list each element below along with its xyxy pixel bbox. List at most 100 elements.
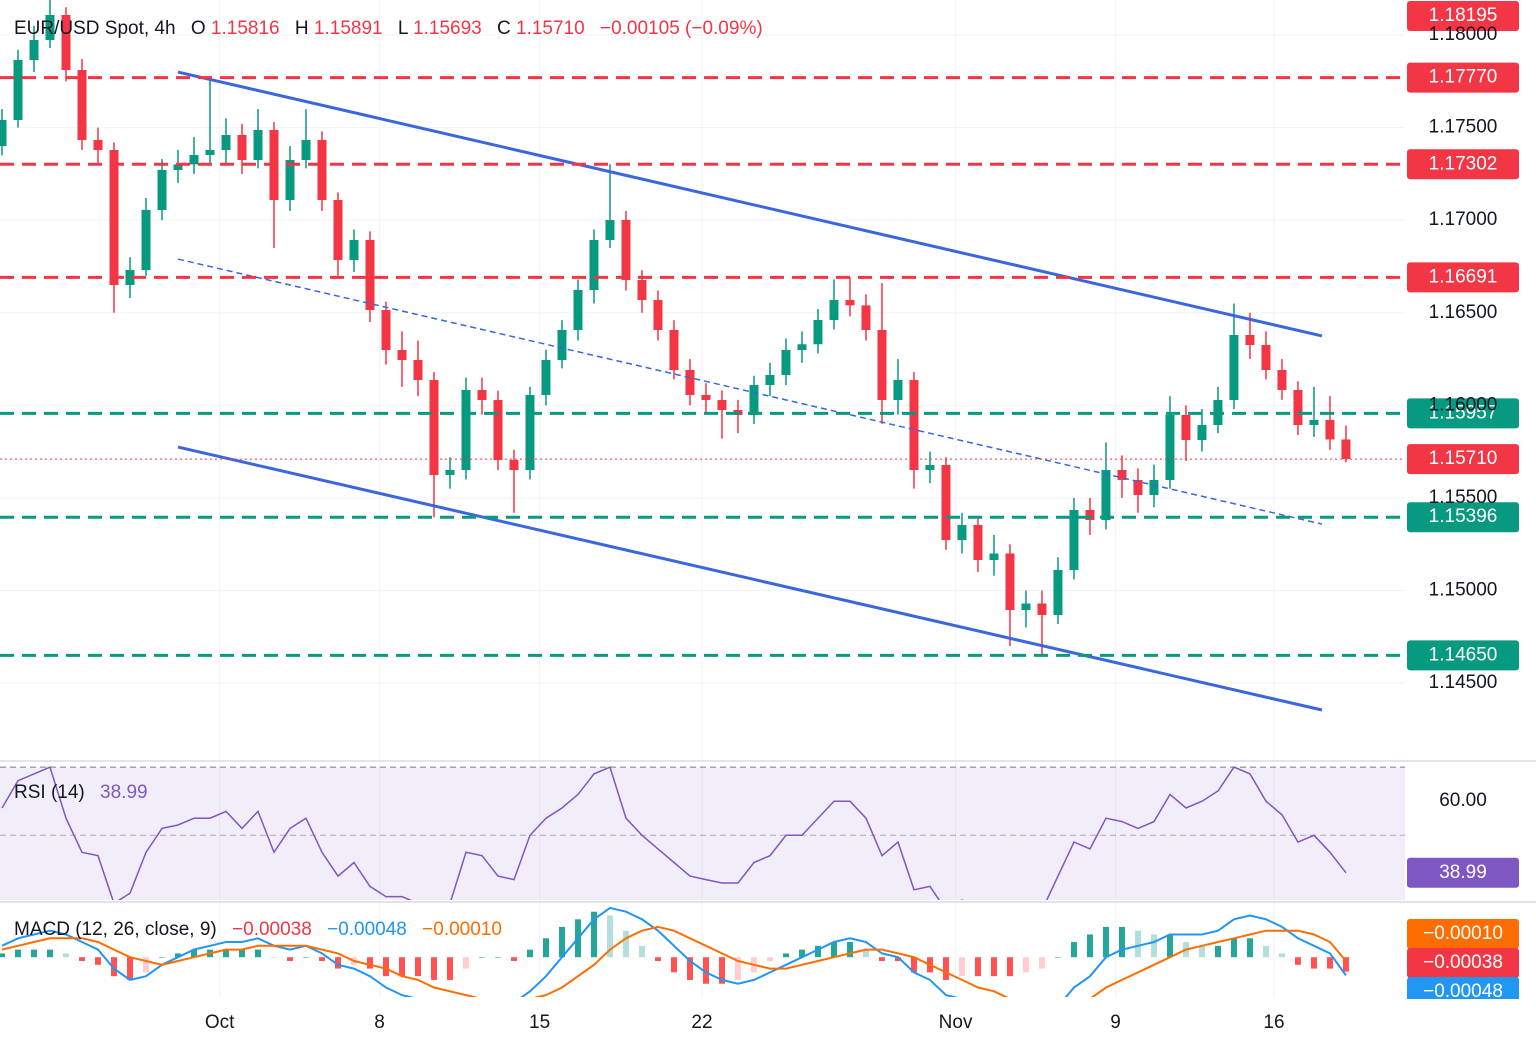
ohlc-name: L [398, 18, 408, 39]
macd-histogram-bar [1022, 957, 1029, 973]
macd-hist-value: −0.00038 [232, 919, 312, 940]
candle-body [813, 320, 823, 345]
macd-histogram-bar [366, 957, 373, 969]
candle-body [253, 130, 263, 160]
candle-body [109, 150, 119, 285]
macd-histogram-bar [830, 942, 837, 958]
candle-body [429, 380, 439, 475]
macd-histogram-bar [510, 957, 517, 961]
candle-body [589, 240, 599, 290]
macd-histogram-bar [398, 957, 405, 977]
macd-histogram-bar [526, 949, 533, 958]
rsi-line [1, 766, 1347, 900]
macd-histogram-bar [238, 949, 245, 958]
macd-pane [0, 903, 1349, 997]
price-pane [0, 0, 1405, 760]
macd-histogram-bar [190, 949, 197, 958]
ohlc-name: H [295, 18, 309, 39]
macd-histogram-bar [78, 957, 85, 961]
rsi-pane [0, 762, 1405, 900]
macd-histogram-bar [270, 957, 277, 958]
candle-body [461, 390, 471, 470]
macd-histogram-bar [1214, 945, 1221, 958]
candle-body [989, 553, 999, 560]
level-label: 1.18195 [1429, 5, 1498, 26]
rsi-value: 38.99 [100, 782, 148, 803]
level-label: 1.15710 [1429, 448, 1498, 469]
candle-body [845, 300, 855, 306]
signal-line [1, 925, 1347, 997]
macd-histogram-bar [142, 957, 149, 973]
candle-body [685, 370, 695, 395]
candle-body [1197, 425, 1207, 440]
candle-body [925, 465, 935, 470]
candle-body [973, 525, 983, 560]
macd-histogram-bar [878, 957, 885, 961]
macd-histogram-bar [1198, 945, 1205, 958]
candle-body [1229, 335, 1239, 400]
level-label-box [1407, 149, 1519, 180]
y-tick-label: 1.18000 [1429, 24, 1498, 45]
macd-histogram-bar [782, 953, 789, 958]
candle-body [1293, 390, 1303, 425]
macd-histogram-bar [222, 949, 229, 958]
candle-body [669, 330, 679, 370]
macd-histogram-bar [1006, 957, 1013, 977]
trend-line [177, 258, 1323, 525]
macd-histogram-bar [494, 957, 501, 958]
ohlc-value: 1.15710 [516, 18, 585, 39]
trend-line [177, 445, 1323, 712]
macd-histogram-bar [606, 915, 613, 958]
candle-body [605, 220, 615, 240]
candle-body [1165, 415, 1175, 480]
x-tick-label: 9 [1110, 1012, 1121, 1033]
y-tick-label: 60.00 [1439, 790, 1487, 811]
macd-label: −0.00048 [1423, 981, 1503, 1002]
candle-body [1261, 345, 1271, 370]
candle-body [781, 350, 791, 375]
candle-body [877, 330, 887, 400]
level-label-box [1407, 502, 1519, 533]
candle-body [701, 395, 711, 400]
macd-histogram-bar [1166, 934, 1173, 958]
candle-body [493, 400, 503, 460]
macd-histogram-bar [94, 957, 101, 965]
macd-histogram-bar [910, 957, 917, 973]
level-label-box [1407, 444, 1519, 475]
macd-histogram-bar [942, 957, 949, 980]
macd-histogram-bar [1054, 957, 1061, 958]
rsi-label-box [1407, 857, 1519, 888]
macd-histogram-bar [1070, 942, 1077, 958]
candle-body [349, 240, 359, 260]
macd-histogram-bar [1326, 957, 1333, 969]
macd-histogram-bar [46, 949, 53, 958]
candle-body [1277, 370, 1287, 390]
candle-body [637, 280, 647, 300]
x-tick-label: Oct [205, 1012, 235, 1033]
candle-body [1037, 603, 1047, 615]
macd-histogram-bar [862, 949, 869, 958]
candle-body [653, 300, 663, 330]
candle-body [861, 305, 871, 330]
x-tick-label: 15 [529, 1012, 550, 1033]
candle-body [765, 375, 775, 385]
ohlc-name: O [191, 18, 206, 39]
x-tick-label: 22 [691, 1012, 712, 1033]
candle-body [125, 270, 135, 285]
macd-histogram-bar [846, 942, 853, 958]
change: −0.00105 (−0.09%) [600, 18, 763, 39]
ohlc-value: 1.15891 [314, 18, 383, 39]
macd-label-box [1407, 948, 1519, 978]
macd-histogram-bar [654, 957, 661, 961]
level-label-box [1407, 62, 1519, 93]
macd-histogram-bar [1262, 945, 1269, 958]
macd-histogram-bar [286, 957, 293, 961]
macd-histogram-bar [590, 911, 597, 958]
macd-histogram-bar [158, 957, 165, 958]
candle-body [397, 350, 407, 360]
level-label-box [1407, 640, 1519, 671]
candle-body [941, 465, 951, 540]
macd-histogram-bar [1118, 926, 1125, 958]
